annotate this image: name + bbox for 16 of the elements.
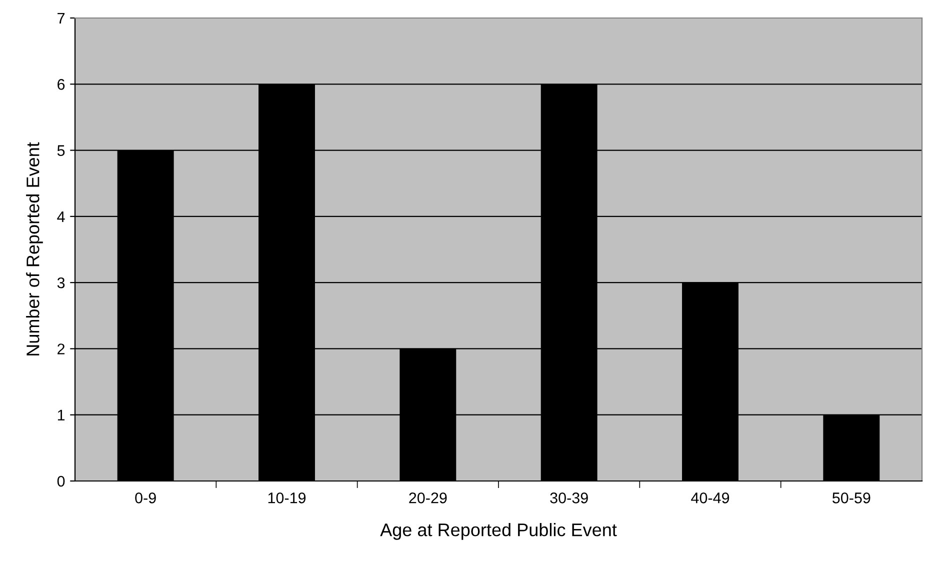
y-tick-label: 3 <box>57 277 65 288</box>
y-tick-label: 0 <box>57 476 65 487</box>
x-tick-label: 0-9 <box>135 492 156 504</box>
y-tick-label: 5 <box>57 145 65 156</box>
y-tick-label: 1 <box>58 410 65 420</box>
x-tick-label: 40-49 <box>691 492 730 504</box>
y-tick-label: 6 <box>58 79 65 90</box>
x-tick-label: 30-39 <box>550 492 588 504</box>
x-tick-label: 50-59 <box>832 492 870 504</box>
y-tick-label: 4 <box>57 211 65 222</box>
x-tick-label: 10-19 <box>268 492 306 504</box>
y-tick-label: 2 <box>58 344 65 354</box>
y-tick-label: 7 <box>58 13 65 24</box>
x-axis-title: Age at Reported Public Event <box>380 523 617 540</box>
y-axis-title: Number of Reported Event <box>26 142 43 356</box>
x-tick-label: 20-29 <box>409 492 447 504</box>
